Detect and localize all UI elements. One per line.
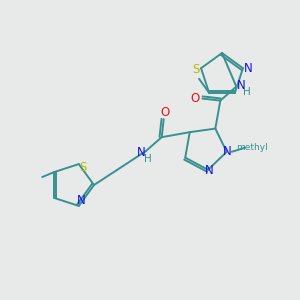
Text: methyl: methyl (236, 143, 268, 152)
Text: N: N (237, 79, 246, 92)
Text: O: O (191, 92, 200, 105)
Text: N: N (223, 145, 232, 158)
Text: N: N (76, 194, 85, 207)
Text: O: O (160, 106, 169, 119)
Text: N: N (137, 146, 146, 159)
Text: N: N (205, 164, 213, 177)
Text: S: S (192, 63, 200, 76)
Text: H: H (144, 154, 152, 164)
Text: S: S (79, 160, 86, 174)
Text: N: N (244, 62, 252, 75)
Text: H: H (244, 87, 251, 97)
